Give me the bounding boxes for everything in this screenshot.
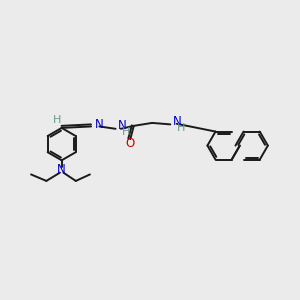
- Text: H: H: [53, 115, 61, 125]
- Text: N: N: [57, 163, 66, 176]
- Text: N: N: [118, 119, 127, 132]
- Text: H: H: [177, 123, 185, 133]
- Text: N: N: [94, 118, 103, 131]
- Text: N: N: [173, 115, 182, 128]
- Text: O: O: [125, 137, 134, 150]
- Text: H: H: [122, 127, 130, 137]
